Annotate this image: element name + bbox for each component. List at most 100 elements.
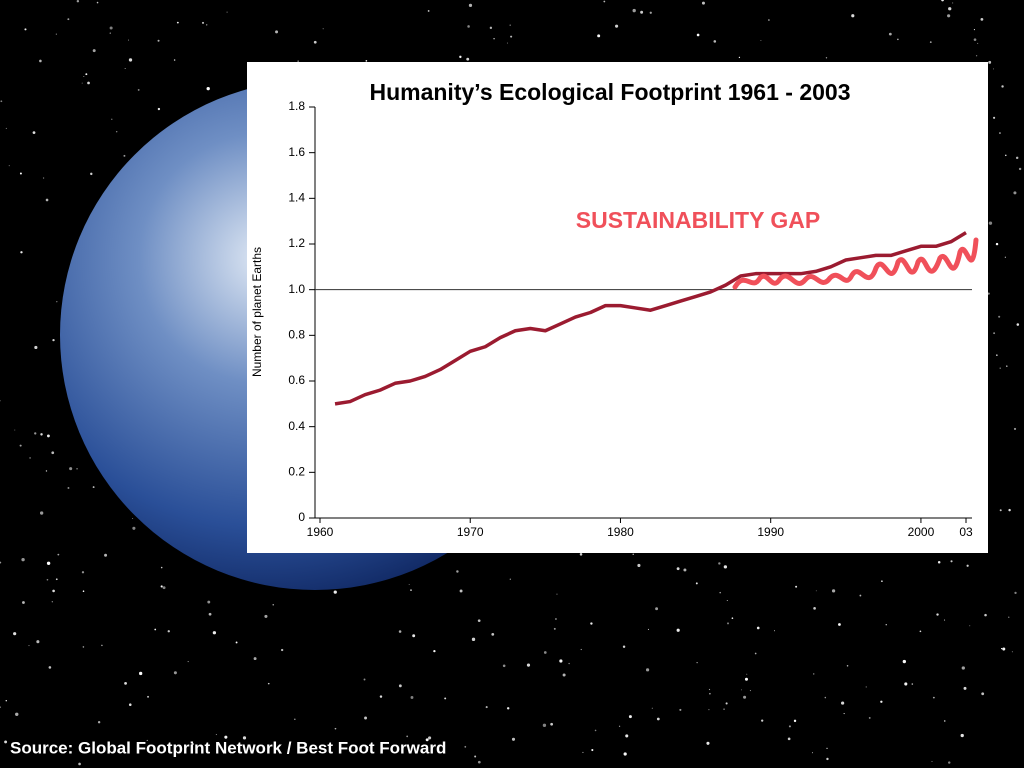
star <box>793 719 797 723</box>
star <box>843 712 845 715</box>
x-tick-label: 1960 <box>307 525 334 539</box>
star <box>995 242 999 246</box>
star <box>618 725 621 727</box>
star <box>999 367 1001 369</box>
annotation: SUSTAINABILITY GAP <box>576 207 821 233</box>
star <box>264 614 268 618</box>
star <box>655 607 659 611</box>
star <box>139 671 143 676</box>
star <box>542 723 547 727</box>
star <box>746 673 748 675</box>
star <box>701 1 705 5</box>
star <box>173 671 177 675</box>
star <box>5 699 7 702</box>
star <box>459 55 462 59</box>
star <box>966 564 969 567</box>
star <box>932 696 935 699</box>
star <box>509 24 511 26</box>
star <box>14 429 16 431</box>
star <box>679 708 682 711</box>
star <box>67 486 70 489</box>
star <box>963 686 967 690</box>
star <box>695 582 698 585</box>
star <box>740 689 742 691</box>
star <box>526 663 531 667</box>
star <box>40 433 43 436</box>
star <box>147 695 149 698</box>
star <box>466 57 470 61</box>
y-tick-label: 1.4 <box>288 191 305 205</box>
star <box>51 451 55 455</box>
star <box>683 568 687 572</box>
star <box>591 748 594 752</box>
star <box>708 709 710 711</box>
x-tick-label: 1970 <box>457 525 484 539</box>
y-tick-label: 0 <box>298 510 305 524</box>
star <box>137 88 140 91</box>
star <box>160 585 163 588</box>
star <box>42 177 45 179</box>
star <box>603 0 606 3</box>
star <box>993 68 994 70</box>
star <box>936 613 939 616</box>
star <box>21 557 25 562</box>
star <box>87 81 90 85</box>
star <box>208 612 212 616</box>
star <box>904 682 908 686</box>
star <box>756 626 760 630</box>
star <box>101 644 103 647</box>
star <box>444 697 447 700</box>
star <box>988 60 992 64</box>
star <box>579 553 583 556</box>
star <box>36 640 40 644</box>
star <box>146 739 148 741</box>
star <box>713 40 717 43</box>
star <box>969 625 971 627</box>
star <box>1006 365 1008 367</box>
star <box>727 622 729 625</box>
star <box>215 734 217 736</box>
star <box>8 165 10 167</box>
star <box>506 707 510 710</box>
star <box>272 603 275 606</box>
star <box>464 745 467 748</box>
star <box>838 623 841 626</box>
star <box>768 19 770 21</box>
star <box>868 716 871 719</box>
star <box>651 707 653 709</box>
star <box>4 740 8 744</box>
star <box>115 130 118 133</box>
y-tick-label: 0.8 <box>288 328 305 342</box>
star <box>398 630 402 633</box>
star <box>109 32 111 34</box>
star <box>333 590 337 594</box>
star <box>0 561 2 564</box>
star <box>973 29 975 31</box>
star <box>787 737 791 741</box>
star <box>774 630 775 632</box>
star <box>625 734 629 738</box>
star <box>649 11 652 14</box>
source-note: Source: Global Footprint Network / Best … <box>10 738 446 757</box>
star <box>943 619 946 621</box>
star <box>410 696 414 699</box>
star <box>709 692 711 695</box>
star <box>477 619 481 623</box>
star <box>297 60 299 62</box>
star <box>425 738 429 742</box>
star <box>206 86 210 91</box>
star <box>294 718 296 721</box>
star <box>825 57 828 59</box>
star <box>406 735 409 738</box>
star <box>553 627 556 630</box>
star <box>5 127 7 129</box>
star <box>123 154 126 157</box>
star <box>468 3 473 7</box>
star <box>719 591 721 594</box>
star <box>738 56 741 59</box>
star <box>128 703 132 706</box>
footprint-line <box>334 231 967 406</box>
star <box>55 33 57 35</box>
star <box>45 470 48 472</box>
star <box>128 39 129 41</box>
